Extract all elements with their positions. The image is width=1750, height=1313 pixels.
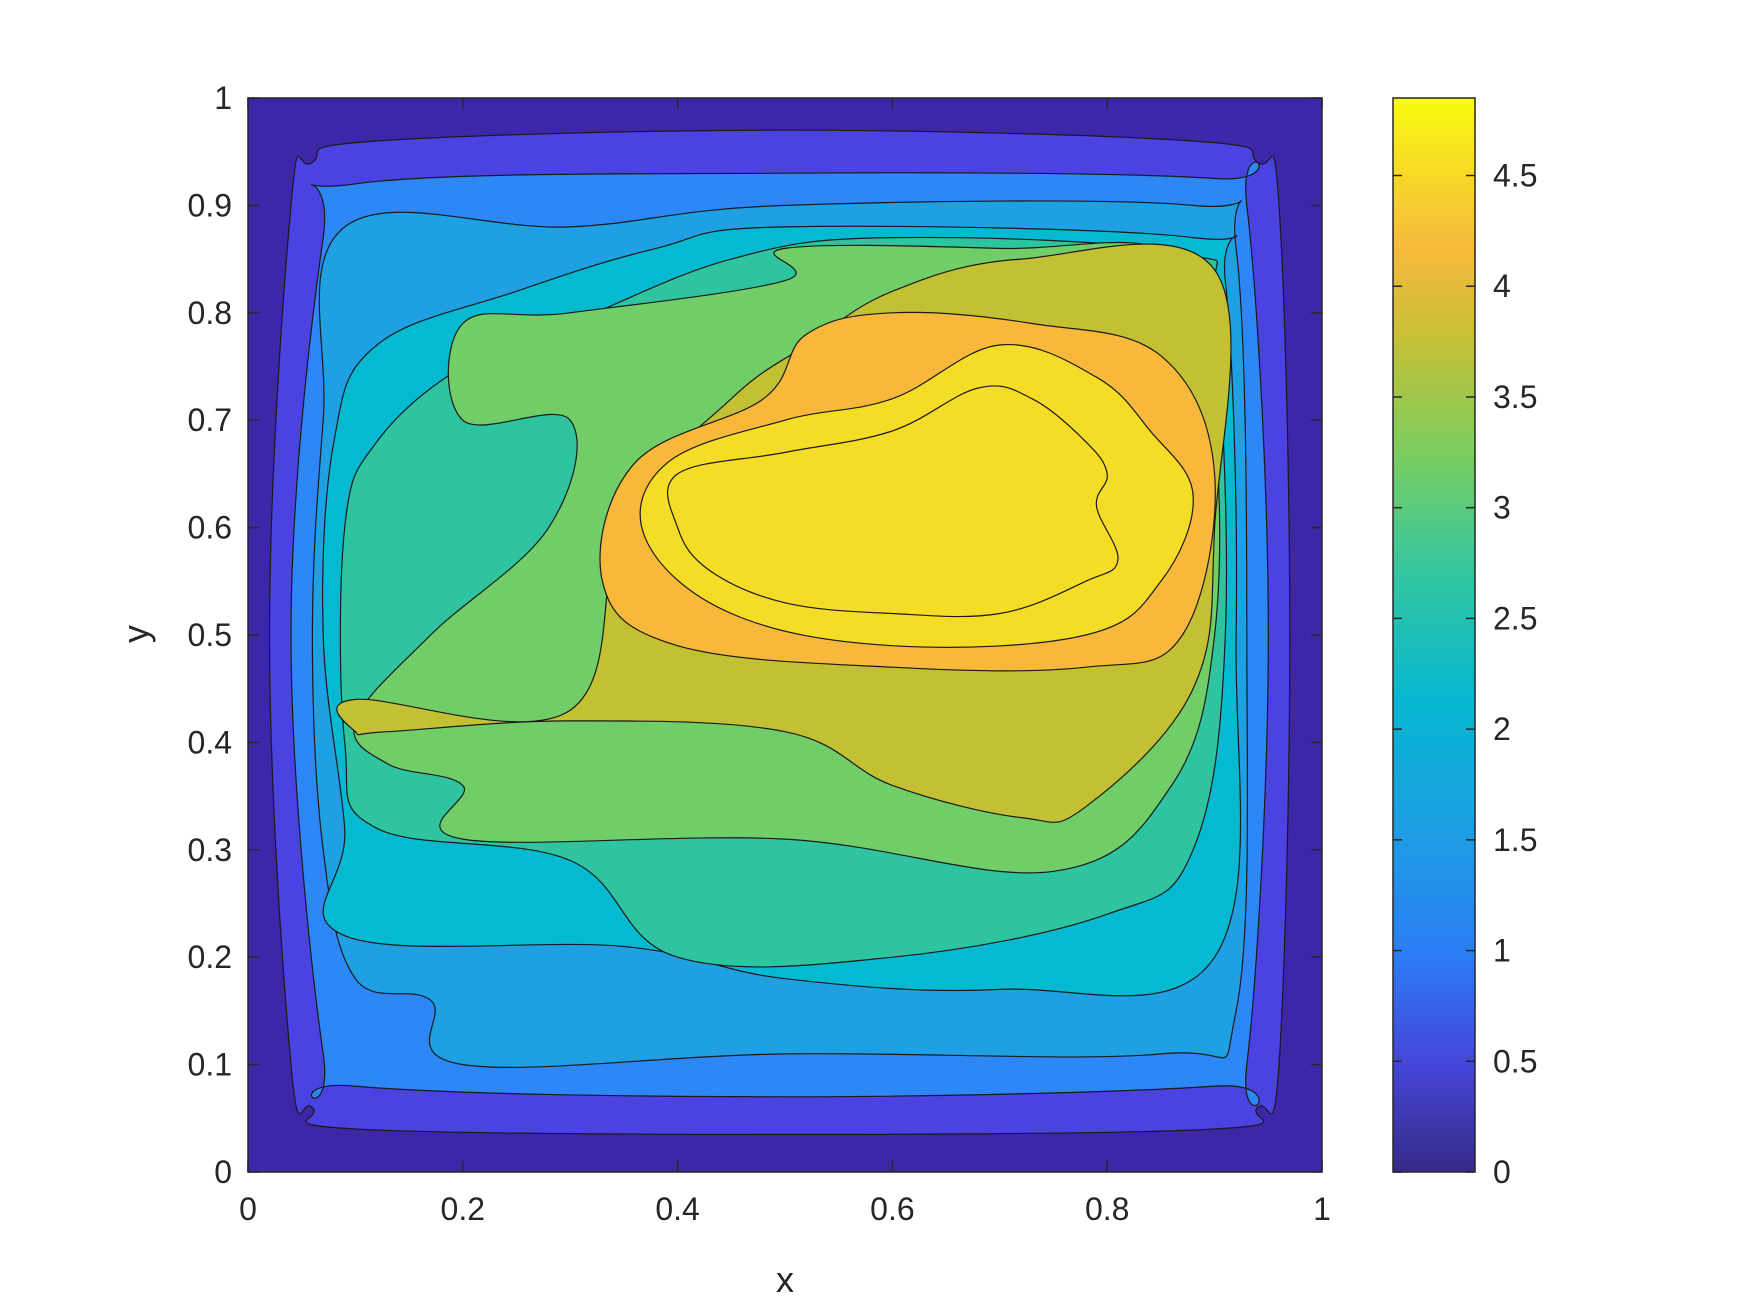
colorbar-gradient [1392, 97, 1476, 1173]
colorbar-tick-label: 3 [1493, 490, 1511, 526]
y-tick-label: 0.5 [188, 617, 232, 653]
colorbar-tick-label: 3.5 [1493, 379, 1537, 415]
y-tick-label: 0 [214, 1154, 232, 1190]
colorbar-tick-label: 1.5 [1493, 822, 1537, 858]
y-tick-label: 0.6 [188, 510, 232, 546]
y-tick-label: 0.1 [188, 1047, 232, 1083]
colorbar: 0 0.5 1 1.5 2 2.5 3 3.5 4 4.5 [1392, 97, 1537, 1190]
y-tick-label: 0.7 [188, 402, 232, 438]
contour-region-4 [667, 385, 1119, 618]
axes: 0 0.2 0.4 0.6 0.8 1 0 0.1 0.2 0.3 0.4 0.5 0.6 0.7 0.8 0… [188, 80, 1331, 1227]
colorbar-tick-label: 0 [1493, 1154, 1511, 1190]
y-axis-label: y [115, 625, 156, 643]
colorbar-tick-label: 1 [1493, 933, 1511, 969]
y-tick-label: 0.2 [188, 939, 232, 975]
y-tick-label: 0.3 [188, 832, 232, 868]
y-tick-label: 1 [214, 80, 232, 116]
colorbar-tick-label: 4 [1493, 268, 1511, 304]
x-axis-label: x [776, 1259, 794, 1300]
x-tick-label: 1 [1313, 1191, 1331, 1227]
colorbar-tick-label: 2 [1493, 711, 1511, 747]
colorbar-tick-label: 4.5 [1493, 158, 1537, 194]
contour-regions [268, 129, 1291, 1135]
x-tick-label: 0.4 [655, 1191, 699, 1227]
colorbar-tick-label: 2.5 [1493, 600, 1537, 636]
y-tick-label: 0.4 [188, 724, 232, 760]
colorbar-tick-label: 0.5 [1493, 1043, 1537, 1079]
x-tick-label: 0 [239, 1191, 257, 1227]
x-tick-label: 0.8 [1085, 1191, 1129, 1227]
x-tick-label: 0.6 [870, 1191, 914, 1227]
y-tick-label: 0.8 [188, 295, 232, 331]
x-tick-label: 0.2 [441, 1191, 485, 1227]
y-tick-label: 0.9 [188, 187, 232, 223]
